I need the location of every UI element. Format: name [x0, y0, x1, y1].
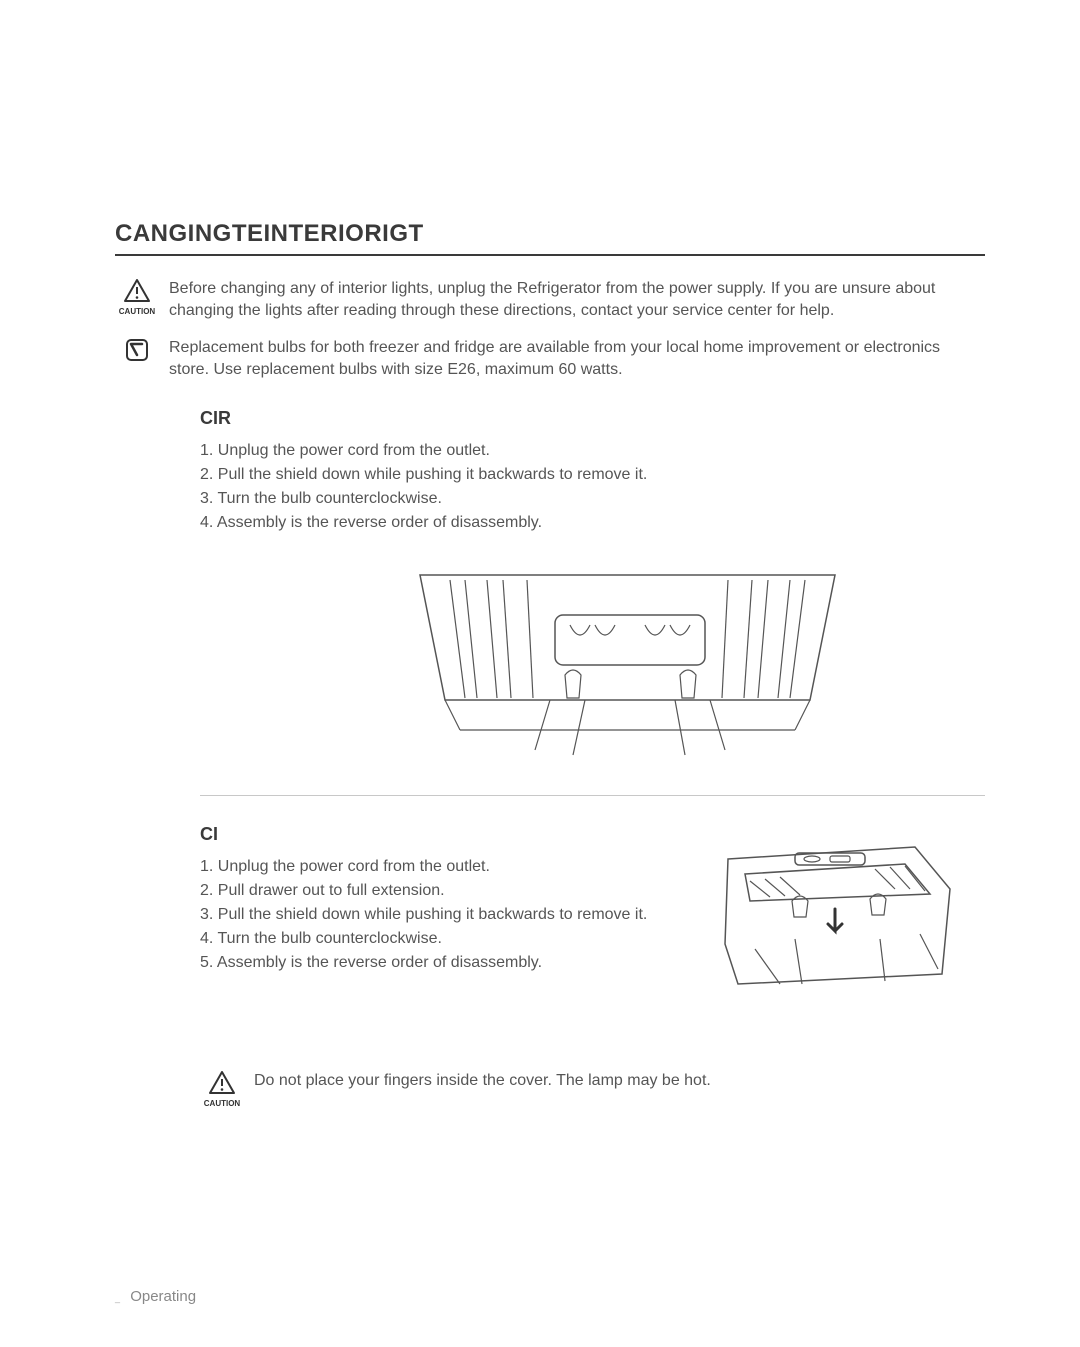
caution-callout-2: CAUTION Do not place your fingers inside… — [115, 1070, 985, 1108]
caution-icon: CAUTION — [115, 278, 159, 316]
note-text: Replacement bulbs for both freezer and f… — [169, 337, 955, 380]
footer-label: Operating — [130, 1288, 196, 1305]
step-item: 4. Assembly is the reverse order of disa… — [200, 511, 985, 535]
caution-text-1: Before changing any of interior lights, … — [169, 278, 955, 321]
caution-icon: CAUTION — [200, 1070, 244, 1108]
step-item: 1. Unplug the power cord from the outlet… — [200, 439, 985, 463]
note-callout: Replacement bulbs for both freezer and f… — [115, 337, 985, 380]
caution-callout-1: CAUTION Before changing any of interior … — [115, 278, 985, 321]
step-item: 2. Pull the shield down while pushing it… — [200, 463, 985, 487]
caution-text-2: Do not place your fingers inside the cov… — [254, 1070, 711, 1092]
page-title: CANGINGTEINTERIORIGT — [115, 220, 985, 256]
section-cir-title: CIR — [115, 408, 985, 429]
section-divider — [200, 795, 985, 796]
step-item: 3. Turn the bulb counterclockwise. — [200, 487, 985, 511]
page-footer: _ Operating — [115, 1288, 196, 1305]
caution-icon-label: CAUTION — [200, 1099, 244, 1108]
caution-icon-label: CAUTION — [115, 307, 159, 316]
cir-diagram — [415, 570, 840, 765]
cir-steps: 1. Unplug the power cord from the outlet… — [115, 439, 985, 535]
section-ci: CI 1. Unplug the power cord from the out… — [115, 824, 985, 975]
note-icon — [115, 337, 159, 368]
ci-diagram — [720, 839, 955, 989]
footer-page-marker: _ — [115, 1293, 120, 1303]
